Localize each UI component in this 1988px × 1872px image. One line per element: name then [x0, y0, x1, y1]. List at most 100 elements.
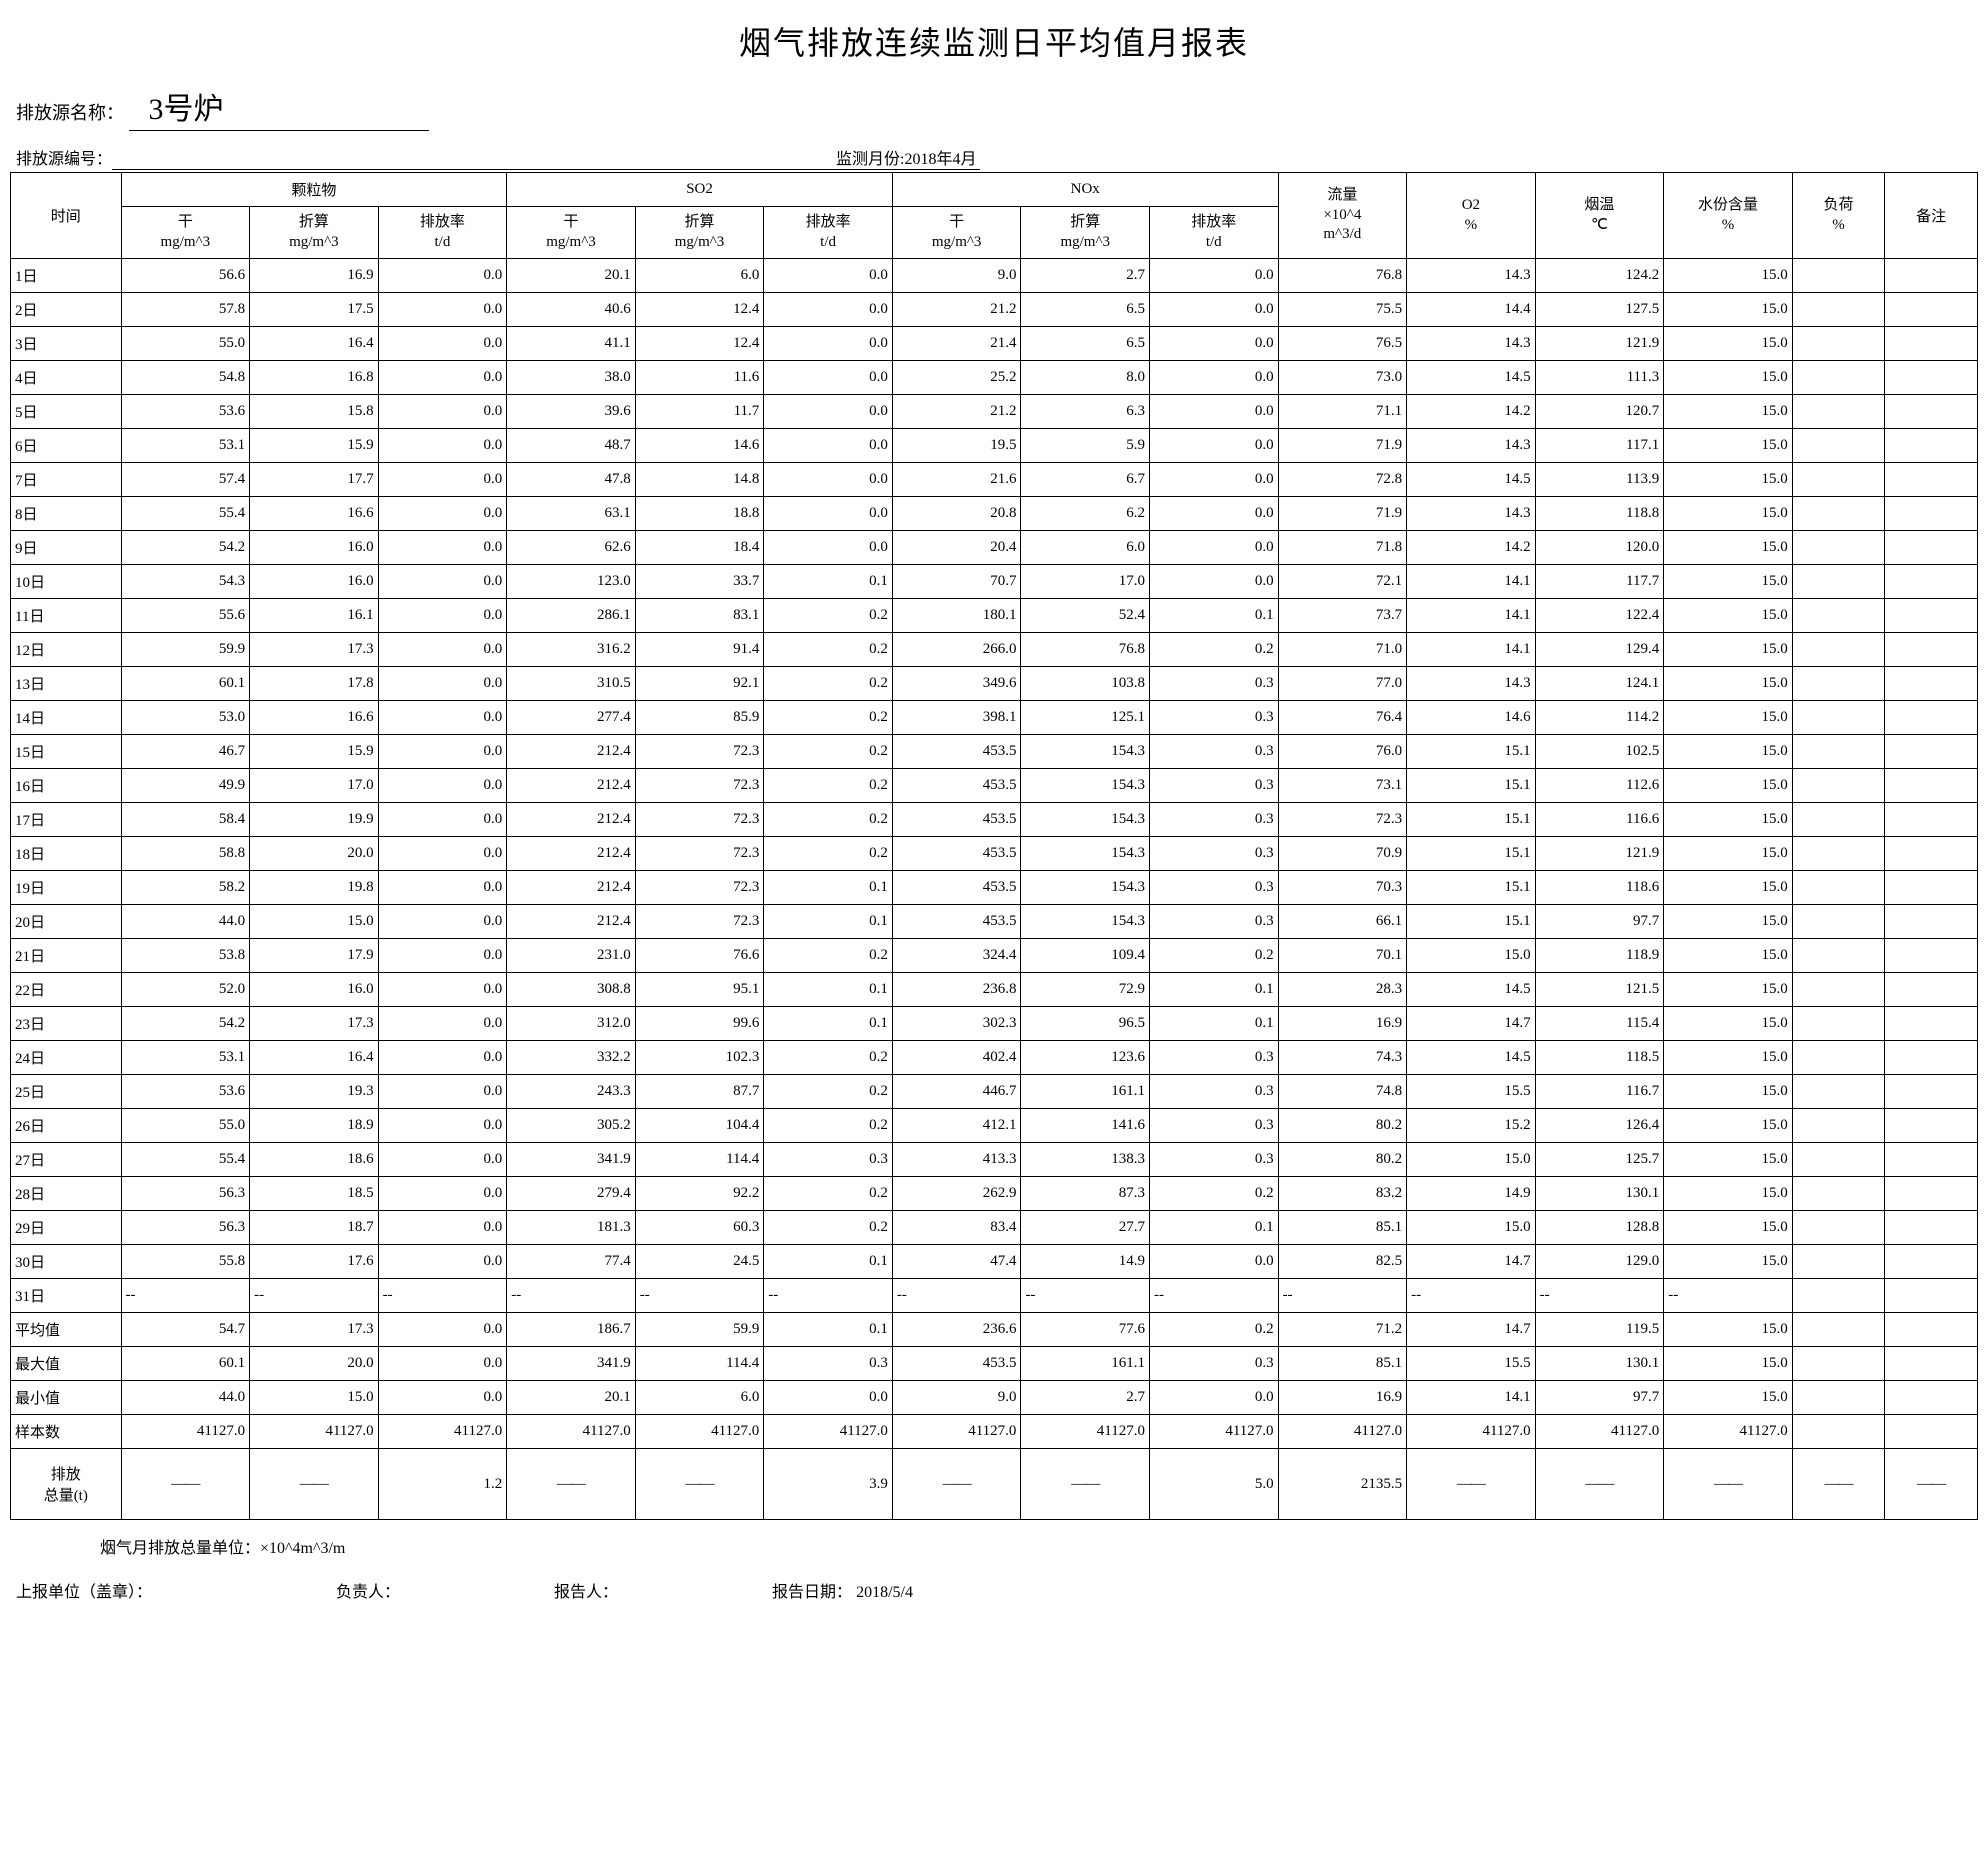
cell: 6.0	[635, 259, 764, 293]
cell: 123.0	[507, 565, 636, 599]
cell: 0.0	[378, 1347, 507, 1381]
cell: 0.1	[764, 1007, 893, 1041]
row-label: 26日	[11, 1109, 122, 1143]
cell: 15.0	[1664, 1177, 1793, 1211]
cell: 154.3	[1021, 905, 1150, 939]
cell: 72.3	[635, 837, 764, 871]
table-row: 25日53.619.30.0243.387.70.2446.7161.10.37…	[11, 1075, 1978, 1109]
col-flow: 流量×10^4m^3/d	[1278, 173, 1407, 259]
cell: 16.6	[250, 497, 379, 531]
table-header: 时间 颗粒物 SO2 NOx 流量×10^4m^3/d O2% 烟温℃ 水份含量…	[11, 173, 1978, 259]
cell: 123.6	[1021, 1041, 1150, 1075]
cell: 14.3	[1407, 667, 1536, 701]
cell: 15.0	[1664, 905, 1793, 939]
cell-empty	[1792, 497, 1885, 531]
row-label: 18日	[11, 837, 122, 871]
cell-empty	[1885, 735, 1978, 769]
cell: 127.5	[1535, 293, 1664, 327]
cell: 3.9	[764, 1449, 893, 1520]
cell: 0.0	[378, 939, 507, 973]
cell: 59.9	[121, 633, 250, 667]
cell-empty	[1792, 803, 1885, 837]
cell: 0.0	[378, 769, 507, 803]
cell: 0.0	[378, 1109, 507, 1143]
cell: 0.1	[764, 565, 893, 599]
cell: 54.7	[121, 1313, 250, 1347]
cell: 40.6	[507, 293, 636, 327]
cell: 15.0	[1664, 565, 1793, 599]
cell: 14.4	[1407, 293, 1536, 327]
cell: 52.0	[121, 973, 250, 1007]
cell: 18.4	[635, 531, 764, 565]
cell: 0.0	[1149, 259, 1278, 293]
cell: 302.3	[892, 1007, 1021, 1041]
table-row: 27日55.418.60.0341.9114.40.3413.3138.30.3…	[11, 1143, 1978, 1177]
cell-empty	[1792, 1177, 1885, 1211]
cell: 15.0	[1664, 633, 1793, 667]
cell: 0.0	[378, 361, 507, 395]
cell-empty	[1792, 735, 1885, 769]
cell: 122.4	[1535, 599, 1664, 633]
cell: 15.0	[1664, 1109, 1793, 1143]
cell: 412.1	[892, 1109, 1021, 1143]
cell-empty	[1792, 293, 1885, 327]
cell: 0.0	[1149, 565, 1278, 599]
cell: 0.2	[764, 1109, 893, 1143]
cell: 15.0	[1664, 1007, 1793, 1041]
cell: 41127.0	[121, 1415, 250, 1449]
cell: 243.3	[507, 1075, 636, 1109]
cell: 14.7	[1407, 1245, 1536, 1279]
cell: 154.3	[1021, 871, 1150, 905]
table-row: 18日58.820.00.0212.472.30.2453.5154.30.37…	[11, 837, 1978, 871]
cell: 55.6	[121, 599, 250, 633]
cell: 74.8	[1278, 1075, 1407, 1109]
cell: 14.1	[1407, 565, 1536, 599]
table-row: 23日54.217.30.0312.099.60.1302.396.50.116…	[11, 1007, 1978, 1041]
cell: 0.0	[378, 701, 507, 735]
cell: 17.7	[250, 463, 379, 497]
cell: 15.9	[250, 429, 379, 463]
cell: 18.8	[635, 497, 764, 531]
cell-empty	[1792, 599, 1885, 633]
cell: 14.5	[1407, 463, 1536, 497]
cell: 41127.0	[892, 1415, 1021, 1449]
cell: 46.7	[121, 735, 250, 769]
row-label: 22日	[11, 973, 122, 1007]
table-row: 2日57.817.50.040.612.40.021.26.50.075.514…	[11, 293, 1978, 327]
cell: 130.1	[1535, 1347, 1664, 1381]
cell: 0.3	[1149, 1041, 1278, 1075]
cell-empty	[1885, 1415, 1978, 1449]
cell: 0.3	[1149, 1347, 1278, 1381]
cell: 41127.0	[764, 1415, 893, 1449]
row-label: 10日	[11, 565, 122, 599]
cell: 80.2	[1278, 1143, 1407, 1177]
cell-empty	[1885, 259, 1978, 293]
cell-empty	[1885, 497, 1978, 531]
cell: 0.2	[764, 735, 893, 769]
source-name-value: 3号炉	[129, 84, 429, 131]
col-so2-conv: 折算mg/m^3	[635, 207, 764, 259]
table-row: 10日54.316.00.0123.033.70.170.717.00.072.…	[11, 565, 1978, 599]
cell: --	[892, 1279, 1021, 1313]
cell: --	[1021, 1279, 1150, 1313]
cell: 453.5	[892, 803, 1021, 837]
cell: 0.0	[1149, 327, 1278, 361]
cell: 453.5	[892, 1347, 1021, 1381]
cell: 47.8	[507, 463, 636, 497]
cell: 20.0	[250, 837, 379, 871]
cell: 16.4	[250, 1041, 379, 1075]
cell: 60.1	[121, 1347, 250, 1381]
cell: 41127.0	[1149, 1415, 1278, 1449]
cell: 27.7	[1021, 1211, 1150, 1245]
cell: 73.0	[1278, 361, 1407, 395]
cell-empty	[1885, 1041, 1978, 1075]
cell: 21.2	[892, 395, 1021, 429]
cell: 19.9	[250, 803, 379, 837]
cell: 15.0	[1664, 837, 1793, 871]
cell: 14.1	[1407, 599, 1536, 633]
cell: 15.0	[1664, 259, 1793, 293]
cell-empty	[1792, 1041, 1885, 1075]
col-nox-rate: 排放率t/d	[1149, 207, 1278, 259]
row-label: 排放总量(t)	[11, 1449, 122, 1520]
cell: 76.8	[1278, 259, 1407, 293]
